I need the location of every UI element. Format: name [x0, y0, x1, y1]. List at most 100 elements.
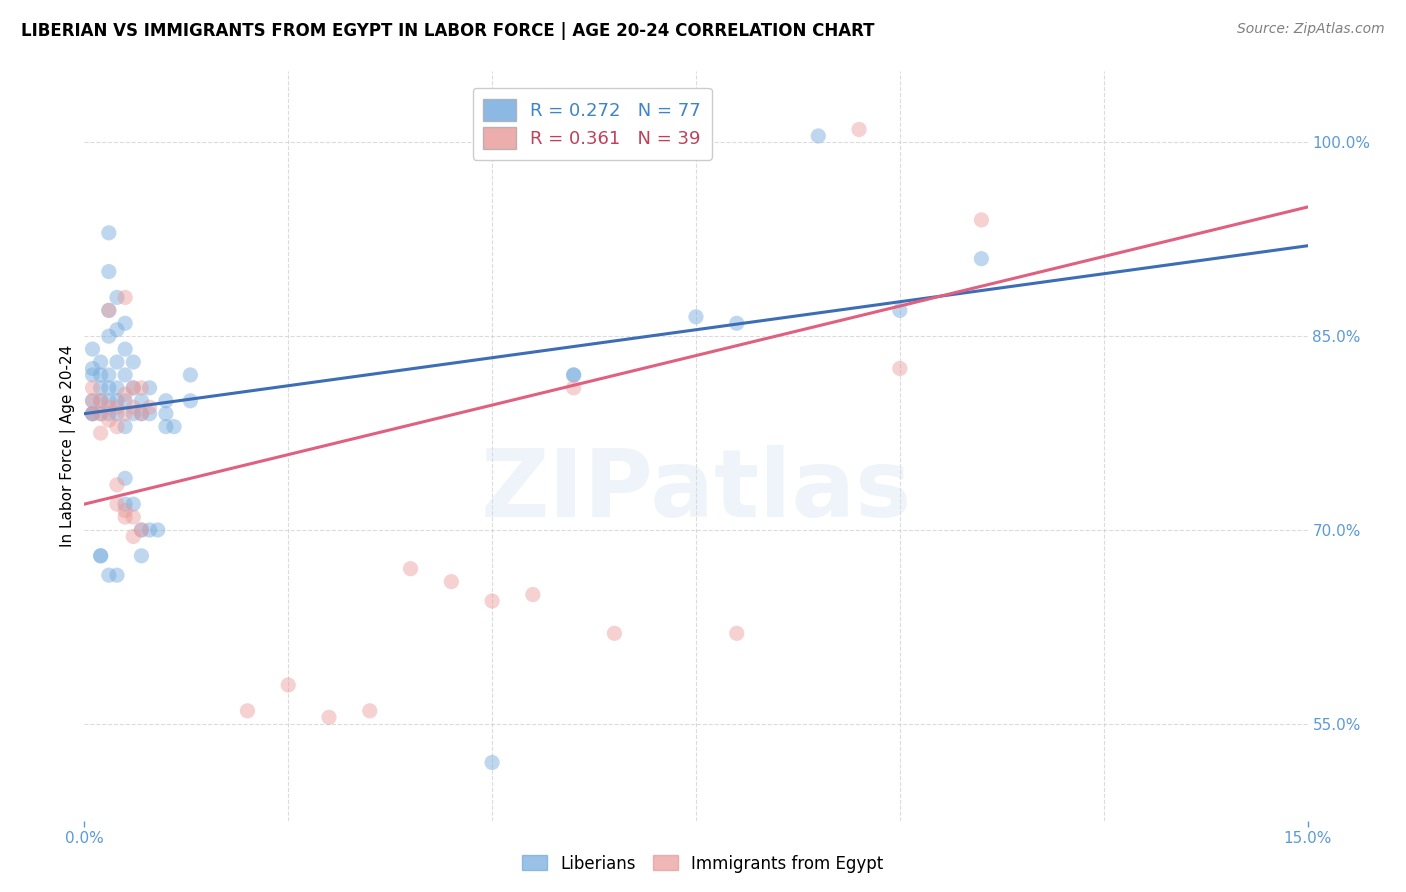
Text: ZIPatlas: ZIPatlas: [481, 445, 911, 537]
Point: [82, 407, 104, 421]
Point: [90, 393, 112, 408]
Point: [131, 381, 153, 395]
Point: [114, 419, 136, 434]
Point: [114, 316, 136, 330]
Point: [481, 594, 503, 608]
Point: [970, 213, 993, 227]
Point: [97, 329, 120, 343]
Point: [122, 510, 145, 524]
Point: [105, 407, 128, 421]
Point: [82, 361, 104, 376]
Point: [90, 368, 112, 382]
Point: [562, 368, 585, 382]
Legend: R = 0.272   N = 77, R = 0.361   N = 39: R = 0.272 N = 77, R = 0.361 N = 39: [472, 88, 711, 160]
Point: [522, 588, 544, 602]
Point: [138, 401, 160, 415]
Point: [155, 407, 177, 421]
Point: [105, 497, 128, 511]
Point: [114, 503, 136, 517]
Point: [90, 381, 112, 395]
Point: [155, 419, 177, 434]
Point: [90, 393, 112, 408]
Point: [105, 381, 128, 395]
Point: [82, 393, 104, 408]
Point: [179, 393, 201, 408]
Point: [131, 407, 153, 421]
Point: [122, 381, 145, 395]
Point: [105, 355, 128, 369]
Point: [82, 393, 104, 408]
Point: [114, 290, 136, 304]
Point: [359, 704, 381, 718]
Point: [90, 549, 112, 563]
Point: [131, 523, 153, 537]
Legend: Liberians, Immigrants from Egypt: Liberians, Immigrants from Egypt: [516, 848, 890, 880]
Point: [82, 381, 104, 395]
Point: [122, 497, 145, 511]
Point: [725, 626, 748, 640]
Point: [97, 264, 120, 278]
Point: [318, 710, 340, 724]
Point: [179, 368, 201, 382]
Point: [122, 355, 145, 369]
Point: [90, 407, 112, 421]
Point: [114, 510, 136, 524]
Point: [131, 523, 153, 537]
Point: [889, 361, 911, 376]
Point: [105, 568, 128, 582]
Point: [440, 574, 463, 589]
Point: [562, 381, 585, 395]
Point: [82, 407, 104, 421]
Point: [97, 303, 120, 318]
Point: [146, 523, 169, 537]
Point: [122, 407, 145, 421]
Point: [105, 477, 128, 491]
Point: [97, 381, 120, 395]
Point: [90, 426, 112, 441]
Point: [97, 413, 120, 427]
Point: [138, 381, 160, 395]
Point: [236, 704, 259, 718]
Point: [114, 387, 136, 401]
Point: [82, 407, 104, 421]
Point: [970, 252, 993, 266]
Point: [277, 678, 299, 692]
Text: LIBERIAN VS IMMIGRANTS FROM EGYPT IN LABOR FORCE | AGE 20-24 CORRELATION CHART: LIBERIAN VS IMMIGRANTS FROM EGYPT IN LAB…: [21, 22, 875, 40]
Point: [114, 393, 136, 408]
Point: [138, 523, 160, 537]
Text: Source: ZipAtlas.com: Source: ZipAtlas.com: [1237, 22, 1385, 37]
Point: [97, 401, 120, 415]
Point: [105, 290, 128, 304]
Point: [685, 310, 707, 324]
Point: [122, 401, 145, 415]
Point: [131, 549, 153, 563]
Point: [97, 226, 120, 240]
Point: [97, 393, 120, 408]
Point: [97, 568, 120, 582]
Point: [82, 368, 104, 382]
Point: [105, 393, 128, 408]
Point: [114, 368, 136, 382]
Point: [90, 355, 112, 369]
Point: [114, 471, 136, 485]
Point: [97, 303, 120, 318]
Point: [131, 407, 153, 421]
Point: [481, 756, 503, 770]
Point: [90, 549, 112, 563]
Point: [114, 497, 136, 511]
Point: [122, 381, 145, 395]
Point: [725, 316, 748, 330]
Point: [105, 401, 128, 415]
Point: [90, 407, 112, 421]
Point: [105, 323, 128, 337]
Point: [889, 303, 911, 318]
Point: [105, 419, 128, 434]
Point: [399, 562, 422, 576]
Point: [603, 626, 626, 640]
Point: [114, 407, 136, 421]
Point: [131, 393, 153, 408]
Point: [807, 128, 830, 143]
Point: [97, 407, 120, 421]
Y-axis label: In Labor Force | Age 20-24: In Labor Force | Age 20-24: [60, 345, 76, 547]
Point: [82, 342, 104, 356]
